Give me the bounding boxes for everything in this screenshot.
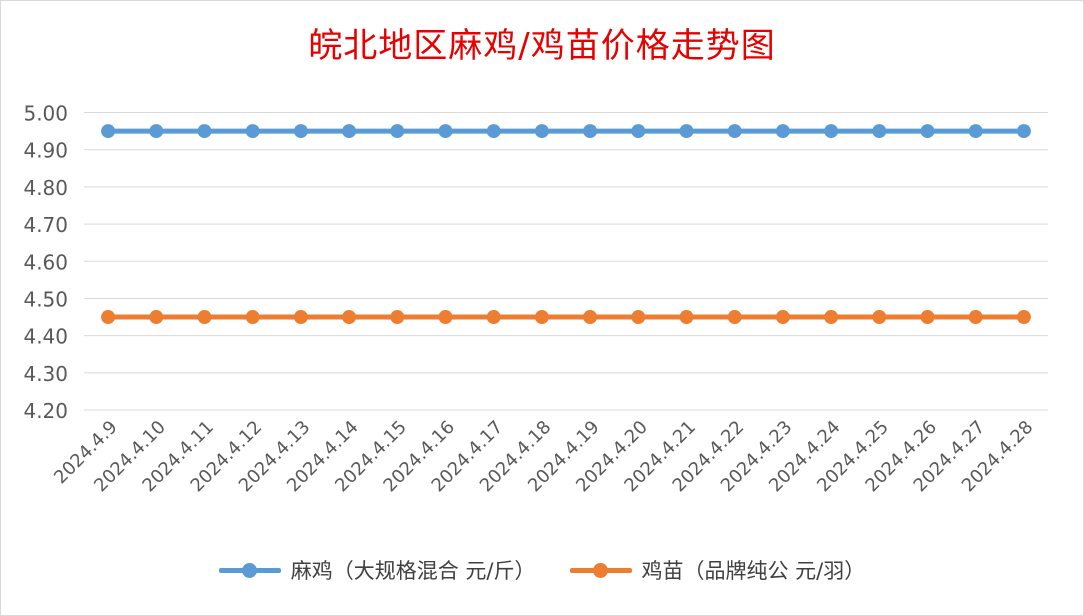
data-point-s2-6: [390, 310, 405, 325]
data-point-s1-17: [920, 124, 935, 139]
data-point-s2-7: [438, 310, 453, 325]
data-point-s1-0: [101, 124, 116, 139]
y-tick-label-0: 4.20: [23, 399, 68, 423]
data-point-s1-7: [438, 124, 453, 139]
legend-label-series-1: 麻鸡（大规格混合 元/斤）: [290, 559, 536, 583]
data-point-s1-13: [727, 124, 742, 139]
data-point-s2-19: [1016, 310, 1031, 325]
data-point-s1-9: [534, 124, 549, 139]
data-point-s2-3: [245, 310, 260, 325]
data-point-s1-14: [775, 124, 790, 139]
data-point-s1-6: [390, 124, 405, 139]
data-point-s2-10: [583, 310, 598, 325]
data-point-s2-17: [920, 310, 935, 325]
legend: 麻鸡（大规格混合 元/斤） 鸡苗（品牌纯公 元/羽）: [0, 555, 1084, 585]
data-point-s2-1: [149, 310, 164, 325]
data-point-s2-4: [293, 310, 308, 325]
data-point-s2-18: [968, 310, 983, 325]
data-point-s2-8: [486, 310, 501, 325]
legend-swatch-series-1: [218, 563, 281, 578]
data-point-s1-1: [149, 124, 164, 139]
data-point-s1-2: [197, 124, 212, 139]
legend-swatch-series-2: [569, 563, 632, 578]
chart-title: 皖北地区麻鸡/鸡苗价格走势图: [308, 26, 776, 66]
data-point-s2-11: [631, 310, 646, 325]
y-tick-label-5: 4.70: [23, 213, 68, 237]
data-point-s2-9: [534, 310, 549, 325]
y-tick-label-1: 4.30: [23, 362, 68, 386]
data-point-s1-12: [679, 124, 694, 139]
data-point-s1-3: [245, 124, 260, 139]
data-point-s1-4: [293, 124, 308, 139]
data-point-s2-15: [824, 310, 839, 325]
data-point-s1-8: [486, 124, 501, 139]
y-tick-label-2: 4.40: [23, 325, 68, 349]
legend-label-series-2: 鸡苗（品牌纯公 元/羽）: [641, 559, 866, 583]
data-point-s2-12: [679, 310, 694, 325]
data-point-s1-19: [1016, 124, 1031, 139]
data-point-s2-13: [727, 310, 742, 325]
data-point-s2-0: [101, 310, 116, 325]
legend-item-series-1: 麻鸡（大规格混合 元/斤）: [218, 555, 536, 585]
y-tick-label-8: 5.00: [23, 102, 68, 126]
data-point-s2-5: [342, 310, 357, 325]
data-point-s1-11: [631, 124, 646, 139]
y-tick-label-7: 4.90: [23, 139, 68, 163]
legend-item-series-2: 鸡苗（品牌纯公 元/羽）: [569, 555, 866, 585]
data-point-s1-16: [872, 124, 887, 139]
data-point-s1-5: [342, 124, 357, 139]
data-point-s1-10: [583, 124, 598, 139]
data-point-s2-2: [197, 310, 212, 325]
data-point-s2-14: [775, 310, 790, 325]
data-point-s2-16: [872, 310, 887, 325]
y-tick-label-4: 4.60: [23, 250, 68, 274]
data-point-s1-18: [968, 124, 983, 139]
y-tick-label-6: 4.80: [23, 176, 68, 200]
y-tick-label-3: 4.50: [23, 287, 68, 311]
data-point-s1-15: [824, 124, 839, 139]
